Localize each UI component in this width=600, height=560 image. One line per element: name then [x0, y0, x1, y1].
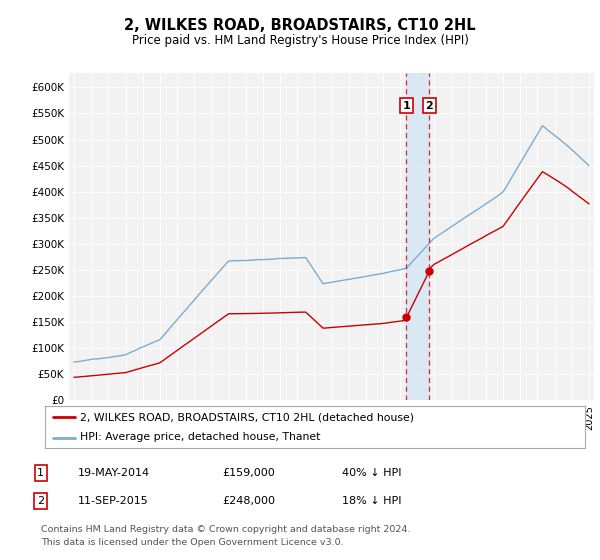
Text: 1: 1 — [37, 468, 44, 478]
Text: 1: 1 — [403, 101, 410, 111]
Text: 19-MAY-2014: 19-MAY-2014 — [78, 468, 150, 478]
Text: £248,000: £248,000 — [222, 496, 275, 506]
Text: 2, WILKES ROAD, BROADSTAIRS, CT10 2HL (detached house): 2, WILKES ROAD, BROADSTAIRS, CT10 2HL (d… — [80, 412, 414, 422]
Text: This data is licensed under the Open Government Licence v3.0.: This data is licensed under the Open Gov… — [41, 538, 343, 547]
Text: £159,000: £159,000 — [222, 468, 275, 478]
Text: 11-SEP-2015: 11-SEP-2015 — [78, 496, 149, 506]
Text: Contains HM Land Registry data © Crown copyright and database right 2024.: Contains HM Land Registry data © Crown c… — [41, 525, 410, 534]
Text: 2: 2 — [425, 101, 433, 111]
Text: HPI: Average price, detached house, Thanet: HPI: Average price, detached house, Than… — [80, 432, 320, 442]
Text: 2, WILKES ROAD, BROADSTAIRS, CT10 2HL: 2, WILKES ROAD, BROADSTAIRS, CT10 2HL — [124, 18, 476, 32]
Text: 2: 2 — [37, 496, 44, 506]
Text: Price paid vs. HM Land Registry's House Price Index (HPI): Price paid vs. HM Land Registry's House … — [131, 34, 469, 47]
Text: 40% ↓ HPI: 40% ↓ HPI — [342, 468, 401, 478]
Text: 18% ↓ HPI: 18% ↓ HPI — [342, 496, 401, 506]
Bar — [406, 73, 429, 400]
